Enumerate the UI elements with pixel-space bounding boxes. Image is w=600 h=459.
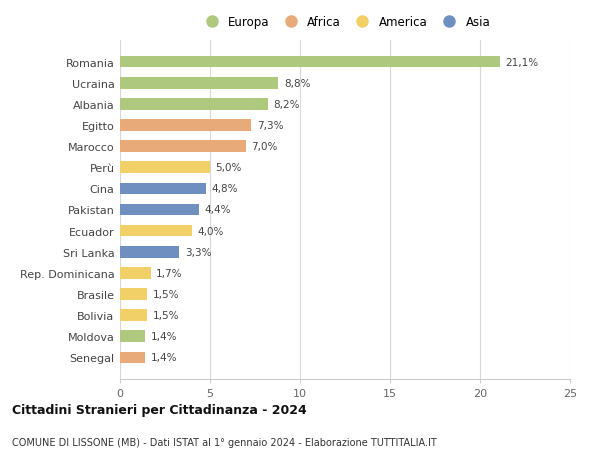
Text: 1,5%: 1,5% — [152, 289, 179, 299]
Bar — [120, 183, 206, 195]
Bar — [120, 225, 192, 237]
Text: 8,8%: 8,8% — [284, 78, 310, 89]
Bar — [120, 268, 151, 279]
Bar — [120, 204, 199, 216]
Text: COMUNE DI LISSONE (MB) - Dati ISTAT al 1° gennaio 2024 - Elaborazione TUTTITALIA: COMUNE DI LISSONE (MB) - Dati ISTAT al 1… — [12, 437, 437, 447]
Bar — [120, 330, 145, 342]
Bar — [120, 120, 251, 131]
Text: 1,5%: 1,5% — [152, 310, 179, 320]
Legend: Europa, Africa, America, Asia: Europa, Africa, America, Asia — [197, 13, 493, 31]
Text: 5,0%: 5,0% — [215, 163, 242, 173]
Text: 4,0%: 4,0% — [197, 226, 224, 236]
Text: Cittadini Stranieri per Cittadinanza - 2024: Cittadini Stranieri per Cittadinanza - 2… — [12, 403, 307, 416]
Text: 3,3%: 3,3% — [185, 247, 211, 257]
Bar — [120, 162, 210, 174]
Text: 8,2%: 8,2% — [273, 100, 299, 110]
Bar — [120, 99, 268, 111]
Text: 4,4%: 4,4% — [205, 205, 231, 215]
Text: 21,1%: 21,1% — [505, 57, 538, 67]
Text: 4,8%: 4,8% — [212, 184, 238, 194]
Bar — [120, 246, 179, 258]
Text: 7,3%: 7,3% — [257, 121, 283, 131]
Bar — [120, 141, 246, 152]
Bar — [120, 56, 500, 68]
Text: 1,7%: 1,7% — [156, 268, 182, 278]
Text: 7,0%: 7,0% — [251, 142, 278, 152]
Bar — [120, 352, 145, 364]
Text: 1,4%: 1,4% — [151, 353, 177, 363]
Bar — [120, 289, 147, 300]
Bar — [120, 309, 147, 321]
Bar — [120, 78, 278, 90]
Text: 1,4%: 1,4% — [151, 331, 177, 341]
